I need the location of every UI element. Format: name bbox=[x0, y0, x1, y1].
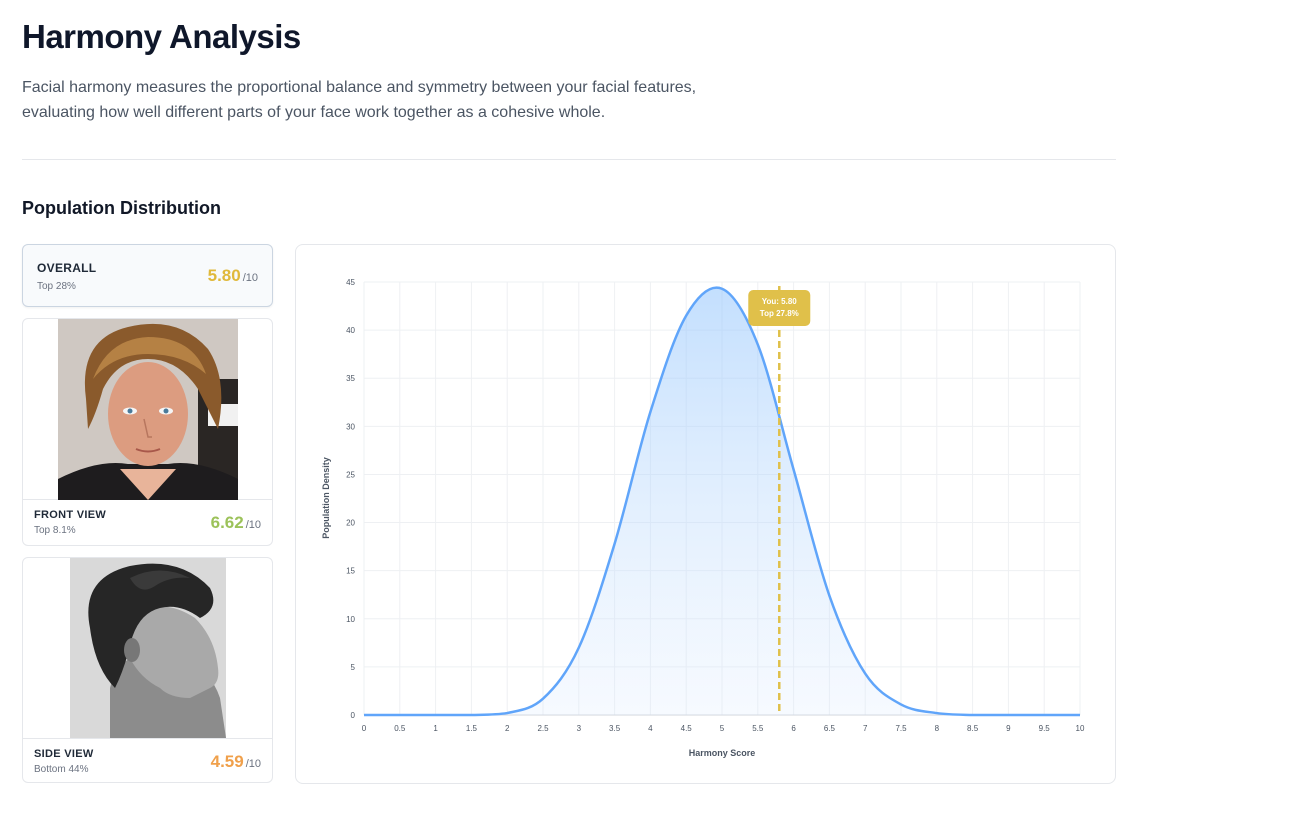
y-tick-label: 40 bbox=[346, 326, 355, 335]
overall-score-card[interactable]: OVERALL Top 28% 5.80/10 bbox=[22, 244, 273, 307]
y-tick-label: 15 bbox=[346, 567, 355, 576]
chart-ticks: 0 0.5 1 1.5 2 2.5 3 3.5 4 4.5 5 5.5 6 6.5 7 7.5 8 8.5 9 9.5… bbox=[346, 278, 1085, 733]
x-tick-label: 8 bbox=[935, 724, 940, 733]
score-marker-percentile: Top 27.8% bbox=[760, 309, 799, 318]
x-tick-label: 0 bbox=[362, 724, 367, 733]
front-view-percentile: Top 8.1% bbox=[34, 525, 76, 536]
y-tick-label: 5 bbox=[351, 663, 356, 672]
y-tick-label: 35 bbox=[346, 374, 355, 383]
side-view-score: 4.59/10 bbox=[211, 752, 261, 772]
y-tick-label: 45 bbox=[346, 278, 355, 287]
front-photo-frame bbox=[23, 319, 272, 500]
x-tick-label: 0.5 bbox=[394, 724, 406, 733]
y-axis-title: Population Density bbox=[321, 457, 331, 539]
section-title: Population Distribution bbox=[22, 198, 221, 218]
front-view-photo bbox=[58, 319, 238, 500]
x-tick-label: 5.5 bbox=[752, 724, 764, 733]
chart-area-layer bbox=[364, 286, 1080, 717]
overall-score-denominator: /10 bbox=[242, 272, 258, 284]
score-marker-tooltip bbox=[748, 290, 811, 326]
y-tick-label: 25 bbox=[346, 470, 355, 479]
side-view-score-value: 4.59 bbox=[210, 752, 244, 771]
overall-percentile: Top 28% bbox=[37, 281, 76, 292]
y-tick-label: 30 bbox=[346, 422, 355, 431]
front-view-label: FRONT VIEW bbox=[34, 509, 107, 521]
x-tick-label: 3.5 bbox=[609, 724, 621, 733]
page-description: Facial harmony measures the proportional… bbox=[22, 79, 697, 121]
x-tick-label: 9 bbox=[1006, 724, 1011, 733]
front-view-score: 6.62/10 bbox=[211, 513, 261, 533]
overall-score: 5.80/10 bbox=[208, 266, 258, 286]
chart-marker-layer: You: 5.80 Top 27.8% bbox=[748, 286, 811, 715]
x-tick-label: 6.5 bbox=[824, 724, 836, 733]
front-view-card[interactable]: FRONT VIEW Top 8.1% 6.62/10 bbox=[22, 318, 273, 546]
x-tick-label: 8.5 bbox=[967, 724, 979, 733]
side-photo-frame bbox=[23, 558, 272, 739]
divider bbox=[22, 159, 1116, 160]
density-area-fill bbox=[364, 287, 1080, 715]
score-marker-label: You: 5.80 bbox=[762, 297, 798, 306]
x-tick-label: 7.5 bbox=[895, 724, 907, 733]
x-tick-label: 2.5 bbox=[537, 724, 549, 733]
overall-score-value: 5.80 bbox=[207, 266, 241, 285]
x-tick-label: 4.5 bbox=[681, 724, 693, 733]
x-tick-label: 3 bbox=[577, 724, 582, 733]
side-view-score-denominator: /10 bbox=[245, 758, 261, 770]
page-title: Harmony Analysis bbox=[22, 18, 301, 55]
side-view-card[interactable]: SIDE VIEW Bottom 44% 4.59/10 bbox=[22, 557, 273, 783]
y-tick-label: 0 bbox=[351, 711, 356, 720]
front-view-score-value: 6.62 bbox=[210, 513, 244, 532]
x-tick-label: 10 bbox=[1076, 724, 1085, 733]
density-curve-line bbox=[364, 286, 1080, 717]
x-tick-label: 1 bbox=[433, 724, 438, 733]
population-distribution-chart: You: 5.80 Top 27.8% 0 0.5 1 1.5 2 2.5 3 3.5 4 4.5 5… bbox=[295, 244, 1116, 784]
x-tick-label: 2 bbox=[505, 724, 510, 733]
y-tick-label: 10 bbox=[346, 615, 355, 624]
x-tick-label: 7 bbox=[863, 724, 868, 733]
x-tick-label: 4 bbox=[648, 724, 653, 733]
x-tick-label: 5 bbox=[720, 724, 725, 733]
x-tick-label: 1.5 bbox=[466, 724, 478, 733]
side-view-percentile: Bottom 44% bbox=[34, 764, 89, 775]
x-tick-label: 9.5 bbox=[1039, 724, 1051, 733]
x-axis-title: Harmony Score bbox=[689, 748, 756, 758]
chart-svg: You: 5.80 Top 27.8% 0 0.5 1 1.5 2 2.5 3 3.5 4 4.5 5… bbox=[321, 278, 1085, 758]
front-view-score-denominator: /10 bbox=[245, 519, 261, 531]
side-view-label: SIDE VIEW bbox=[34, 748, 94, 760]
x-tick-label: 6 bbox=[791, 724, 796, 733]
overall-label: OVERALL bbox=[37, 261, 97, 275]
side-view-photo bbox=[70, 558, 226, 738]
y-tick-label: 20 bbox=[346, 519, 355, 528]
